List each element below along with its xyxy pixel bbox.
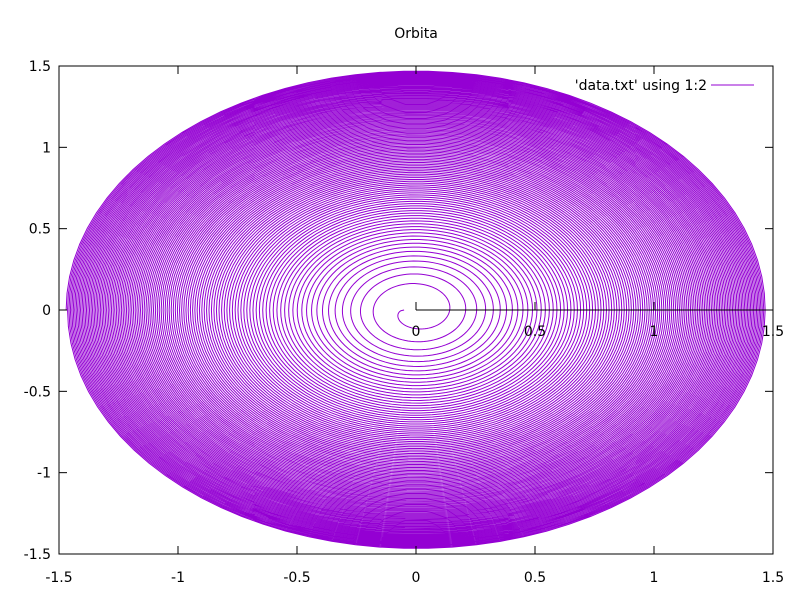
series-spiral-line bbox=[65, 70, 766, 549]
y-tick-label: -1.5 bbox=[24, 547, 51, 563]
zero-axis-tick-label: 1 bbox=[650, 324, 659, 340]
y-tick-label: -0.5 bbox=[24, 384, 51, 400]
x-tick-label: 1 bbox=[650, 570, 659, 586]
plot-area bbox=[65, 70, 766, 549]
x-tick-label: -0.5 bbox=[283, 570, 310, 586]
x-tick-label: -1 bbox=[171, 570, 185, 586]
x-tick-label: -1.5 bbox=[45, 570, 72, 586]
legend-label: 'data.txt' using 1:2 bbox=[575, 78, 707, 94]
x-tick-label: 0.5 bbox=[524, 570, 546, 586]
x-tick-label: 1.5 bbox=[762, 570, 784, 586]
zero-axis: 0 0.5 1 1.5 bbox=[412, 302, 784, 340]
zero-axis-tick-label: 1.5 bbox=[762, 324, 784, 340]
y-axis-ticks: 1.5 1 0.5 0 -0.5 -1 -1.5 bbox=[24, 59, 773, 563]
y-tick-label: 0.5 bbox=[29, 222, 51, 238]
y-tick-label: 1.5 bbox=[29, 59, 51, 75]
legend: 'data.txt' using 1:2 bbox=[575, 78, 754, 94]
x-axis-ticks: -1.5 -1 -0.5 0 0.5 1 1.5 bbox=[45, 66, 784, 586]
zero-axis-tick-label: 0 bbox=[412, 324, 421, 340]
zero-axis-tick-label: 0.5 bbox=[524, 324, 546, 340]
y-tick-label: 1 bbox=[42, 140, 51, 156]
x-tick-label: 0 bbox=[412, 570, 421, 586]
chart-title: Orbita bbox=[394, 26, 438, 42]
y-tick-label: -1 bbox=[37, 466, 51, 482]
y-tick-label: 0 bbox=[42, 303, 51, 319]
